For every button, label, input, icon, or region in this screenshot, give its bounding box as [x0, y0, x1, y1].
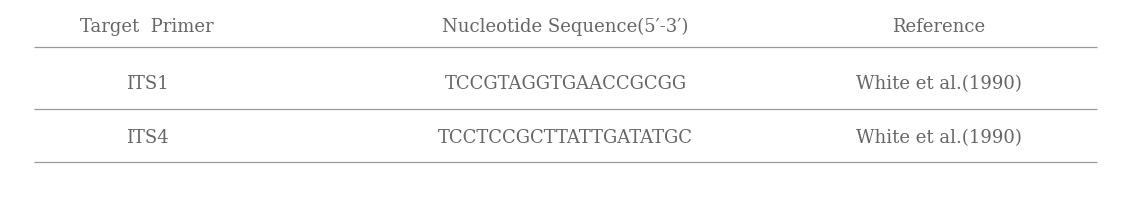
Text: Nucleotide Sequence(5′-3′): Nucleotide Sequence(5′-3′) [442, 18, 689, 36]
Text: White et al.(1990): White et al.(1990) [856, 75, 1021, 93]
Text: TCCTCCGCTTATTGATATGC: TCCTCCGCTTATTGATATGC [438, 129, 693, 147]
Text: ITS4: ITS4 [126, 129, 169, 147]
Text: Target  Primer: Target Primer [80, 18, 214, 36]
Text: White et al.(1990): White et al.(1990) [856, 129, 1021, 147]
Text: Reference: Reference [892, 18, 985, 36]
Text: TCCGTAGGTGAACCGCGG: TCCGTAGGTGAACCGCGG [444, 75, 687, 93]
Text: ITS1: ITS1 [126, 75, 169, 93]
